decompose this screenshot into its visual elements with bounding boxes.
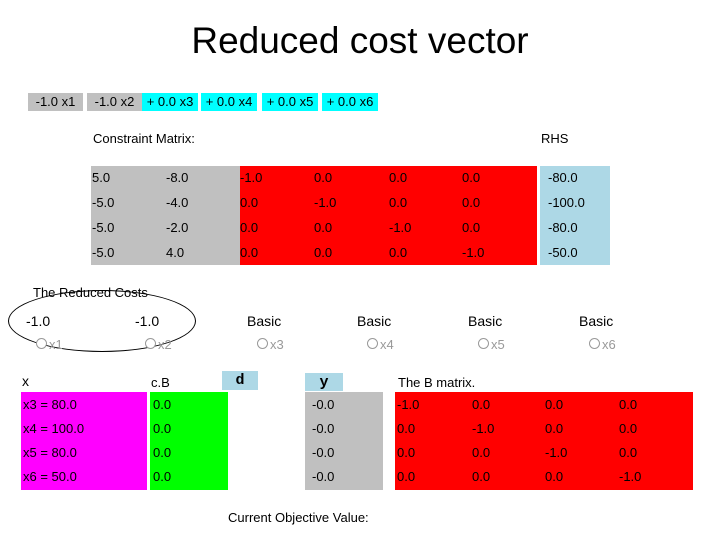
matrix-slack-columns	[240, 166, 537, 265]
matrix-cell: -5.0	[92, 220, 115, 235]
b-matrix-cell: 0.0	[397, 469, 416, 484]
b-matrix-cell: -1.0	[545, 445, 568, 460]
basic-x-column	[21, 392, 147, 490]
b-matrix-cell: 0.0	[472, 445, 491, 460]
matrix-cell: -1.0	[389, 220, 412, 235]
cb-cell: 0.0	[153, 421, 172, 436]
y-label: y	[305, 373, 343, 391]
rhs-label: RHS	[541, 131, 569, 146]
matrix-cell: -5.0	[92, 195, 115, 210]
basic-variable-cell: x4 = 100.0	[23, 421, 85, 436]
b-matrix-cell: -1.0	[397, 397, 420, 412]
b-matrix-label: The B matrix.	[398, 375, 476, 390]
constraint-matrix-label: Constraint Matrix:	[93, 131, 195, 146]
radio-label: x5	[491, 337, 505, 352]
b-matrix-cell: 0.0	[619, 445, 638, 460]
reduced-cost-value: Basic	[247, 313, 282, 329]
matrix-cell: 0.0	[389, 245, 408, 260]
matrix-cell: -5.0	[92, 245, 115, 260]
radio-button[interactable]	[589, 338, 600, 349]
matrix-cell: -8.0	[166, 170, 189, 185]
cb-column	[150, 392, 228, 490]
rhs-cell: -50.0	[548, 245, 578, 260]
matrix-cell: 0.0	[389, 170, 408, 185]
b-matrix-cell: -1.0	[619, 469, 642, 484]
slide-title: Reduced cost vector	[191, 20, 529, 61]
matrix-cell: 5.0	[92, 170, 111, 185]
y-cell: -0.0	[312, 397, 335, 412]
matrix-cell: 0.0	[462, 170, 481, 185]
radio-label: x2	[158, 337, 172, 352]
matrix-cell: 0.0	[462, 220, 481, 235]
b-matrix-cell: 0.0	[545, 397, 564, 412]
reduced-cost-value: Basic	[468, 313, 503, 329]
b-matrix-cell: 0.0	[397, 445, 416, 460]
rhs-cell: -100.0	[548, 195, 585, 210]
cb-label: c.B	[151, 375, 170, 390]
reduced-cost-value: Basic	[357, 313, 392, 329]
b-matrix-cell: 0.0	[472, 469, 491, 484]
rhs-cell: -80.0	[548, 170, 578, 185]
matrix-cell: -1.0	[462, 245, 485, 260]
y-column	[305, 392, 383, 490]
cb-cell: 0.0	[153, 397, 172, 412]
basic-variable-cell: x5 = 80.0	[23, 445, 77, 460]
b-matrix-cell: 0.0	[619, 397, 638, 412]
radio-label: x3	[270, 337, 284, 352]
matrix-cell: 0.0	[314, 220, 333, 235]
radio-button[interactable]	[145, 338, 156, 349]
matrix-cell: 4.0	[166, 245, 185, 260]
matrix-cell: 0.0	[240, 195, 259, 210]
basic-variable-cell: x6 = 50.0	[23, 469, 77, 484]
rhs-cell: -80.0	[548, 220, 578, 235]
radio-button[interactable]	[478, 338, 489, 349]
objective-term-x5: + 0.0 x5	[262, 93, 318, 111]
cb-cell: 0.0	[153, 445, 172, 460]
b-matrix-cell: 0.0	[545, 421, 564, 436]
matrix-cell: -1.0	[314, 195, 337, 210]
matrix-cell: -2.0	[166, 220, 189, 235]
b-matrix-cell: 0.0	[397, 421, 416, 436]
matrix-cell: 0.0	[389, 195, 408, 210]
matrix-cell: 0.0	[240, 220, 259, 235]
radio-button[interactable]	[367, 338, 378, 349]
objective-term-x3: + 0.0 x3	[142, 93, 198, 111]
y-cell: -0.0	[312, 445, 335, 460]
matrix-cell: -1.0	[240, 170, 263, 185]
reduced-cost-value: -1.0	[135, 313, 160, 329]
matrix-cell: 0.0	[314, 245, 333, 260]
d-label: d	[222, 371, 258, 390]
x-label: x	[22, 373, 29, 389]
b-matrix-cell: 0.0	[619, 421, 638, 436]
matrix-cell: -4.0	[166, 195, 189, 210]
radio-label: x1	[49, 337, 63, 352]
matrix-cell: 0.0	[462, 195, 481, 210]
current-objective-label: Current Objective Value:	[228, 510, 369, 525]
b-matrix-block	[395, 392, 693, 490]
reduced-cost-value: -1.0	[26, 313, 51, 329]
radio-label: x6	[602, 337, 616, 352]
basic-variable-cell: x3 = 80.0	[23, 397, 77, 412]
y-cell: -0.0	[312, 469, 335, 484]
matrix-original-columns	[91, 166, 240, 265]
objective-term-x4: + 0.0 x4	[201, 93, 257, 111]
objective-term-x1: -1.0 x1	[28, 93, 83, 111]
radio-button[interactable]	[257, 338, 268, 349]
objective-term-x6: + 0.0 x6	[322, 93, 378, 111]
radio-label: x4	[380, 337, 394, 352]
matrix-cell: 0.0	[314, 170, 333, 185]
objective-term-x2: -1.0 x2	[87, 93, 142, 111]
reduced-cost-value: Basic	[579, 313, 614, 329]
cb-cell: 0.0	[153, 469, 172, 484]
b-matrix-cell: 0.0	[545, 469, 564, 484]
highlight-ellipse	[8, 290, 196, 352]
rhs-column	[540, 166, 610, 265]
b-matrix-cell: -1.0	[472, 421, 495, 436]
matrix-cell: 0.0	[240, 245, 259, 260]
y-cell: -0.0	[312, 421, 335, 436]
b-matrix-cell: 0.0	[472, 397, 491, 412]
radio-button[interactable]	[36, 338, 47, 349]
